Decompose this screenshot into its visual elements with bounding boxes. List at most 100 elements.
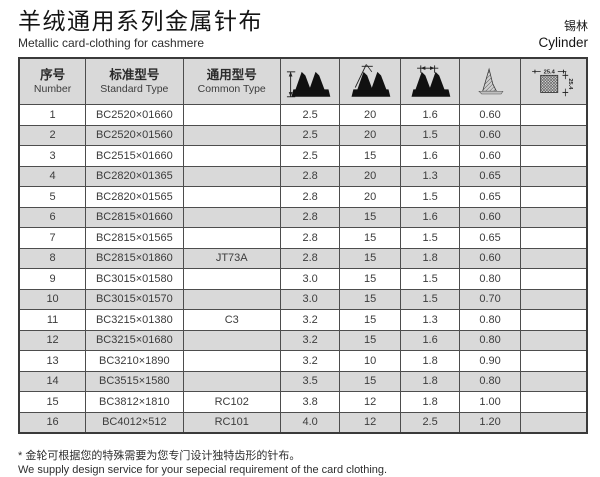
tooth-working-angle-icon bbox=[351, 63, 391, 97]
table-cell: 1.6 bbox=[399, 329, 461, 351]
table-cell: 0.60 bbox=[459, 145, 521, 167]
table-row: 4 BC2820×01365 2.8 20 1.3 0.65 bbox=[18, 165, 588, 187]
table-cell: BC2815×01660 bbox=[85, 206, 184, 228]
table-cell bbox=[519, 186, 588, 208]
table-cell: 11 bbox=[18, 309, 87, 331]
section-label-zh: 锡林 bbox=[563, 19, 588, 33]
table-cell: 15 bbox=[339, 247, 401, 269]
table-cell: 12 bbox=[18, 329, 87, 351]
table-cell: 2.8 bbox=[279, 186, 341, 208]
table-cell: 0.60 bbox=[459, 124, 521, 146]
table-cell: 10 bbox=[18, 288, 87, 310]
table-cell: 1 bbox=[18, 104, 87, 126]
table-cell: 0.60 bbox=[459, 104, 521, 126]
table-cell bbox=[519, 104, 588, 126]
table-cell: RC101 bbox=[182, 411, 281, 434]
table-cell: 1.5 bbox=[399, 288, 461, 310]
table-cell: 2.8 bbox=[279, 165, 341, 187]
table-cell bbox=[519, 206, 588, 228]
table-cell: 12 bbox=[339, 411, 401, 434]
table-cell: 0.80 bbox=[459, 370, 521, 392]
table-cell: 15 bbox=[339, 329, 401, 351]
table-cell: 0.65 bbox=[459, 186, 521, 208]
section-label-en: Cylinder bbox=[538, 35, 588, 50]
table-cell bbox=[182, 186, 281, 208]
table-cell: 15 bbox=[339, 206, 401, 228]
table-cell: 16 bbox=[18, 411, 87, 434]
table-cell: 12 bbox=[339, 391, 401, 413]
table-cell: BC2815×01860 bbox=[85, 247, 184, 269]
table-cell: 1.8 bbox=[399, 247, 461, 269]
table-cell: 15 bbox=[339, 309, 401, 331]
table-cell: RC102 bbox=[182, 391, 281, 413]
table-cell: 0.60 bbox=[459, 247, 521, 269]
table-cell bbox=[519, 124, 588, 146]
table-cell: 1.20 bbox=[459, 411, 521, 434]
table-row: 13 BC3210×1890 3.2 10 1.8 0.90 bbox=[18, 350, 588, 372]
table-cell: 1.3 bbox=[399, 165, 461, 187]
table-cell: 3.2 bbox=[279, 350, 341, 372]
table-cell: 14 bbox=[18, 370, 87, 392]
table-cell bbox=[519, 227, 588, 249]
table-cell: BC2520×01660 bbox=[85, 104, 184, 126]
table-cell: 4 bbox=[18, 165, 87, 187]
table-cell bbox=[519, 247, 588, 269]
table-cell: 3.2 bbox=[279, 329, 341, 351]
table-cell: 20 bbox=[339, 186, 401, 208]
density-dim-v: 25.4 bbox=[568, 78, 574, 90]
table-cell: 3.5 bbox=[279, 370, 341, 392]
table-row: 3 BC2515×01660 2.5 15 1.6 0.60 bbox=[18, 145, 588, 167]
table-cell bbox=[519, 268, 588, 290]
table-cell: BC3215×01680 bbox=[85, 329, 184, 351]
table-cell bbox=[519, 370, 588, 392]
table-cell bbox=[182, 268, 281, 290]
table-cell bbox=[519, 145, 588, 167]
table-cell: 15 bbox=[339, 370, 401, 392]
table-cell: 3.0 bbox=[279, 288, 341, 310]
col-header-number: 序号 Number bbox=[18, 57, 87, 105]
tooth-density-square-icon: 25.4 25.4 bbox=[532, 69, 574, 96]
table-cell: BC3015×01570 bbox=[85, 288, 184, 310]
table-cell: 1.5 bbox=[399, 227, 461, 249]
table-cell: 8 bbox=[18, 247, 87, 269]
tooth-pitch-icon bbox=[411, 64, 451, 97]
table-cell bbox=[519, 329, 588, 351]
table-cell: 1.6 bbox=[399, 104, 461, 126]
table-cell: 15 bbox=[339, 268, 401, 290]
table-cell: 7 bbox=[18, 227, 87, 249]
table-cell: BC2815×01565 bbox=[85, 227, 184, 249]
table-cell: 0.80 bbox=[459, 268, 521, 290]
footnote-en: We supply design service for your sepeci… bbox=[18, 464, 388, 476]
table-cell bbox=[519, 391, 588, 413]
footnote: * 金轮可根据您的特殊需要为您专门设计独特齿形的针布。 We supply de… bbox=[18, 449, 588, 477]
table-cell bbox=[182, 124, 281, 146]
table-cell: 9 bbox=[18, 268, 87, 290]
table-row: 1 BC2520×01660 2.5 20 1.6 0.60 bbox=[18, 104, 588, 126]
table-cell bbox=[519, 288, 588, 310]
table-cell: 1.5 bbox=[399, 186, 461, 208]
table-row: 9 BC3015×01580 3.0 15 1.5 0.80 bbox=[18, 268, 588, 290]
table-row: 8 BC2815×01860 JT73A 2.8 15 1.8 0.60 bbox=[18, 247, 588, 269]
title-block: 羊绒通用系列金属针布 Metallic card-clothing for ca… bbox=[18, 6, 263, 51]
table-row: 6 BC2815×01660 2.8 15 1.6 0.60 bbox=[18, 206, 588, 228]
page-subtitle: Metallic card-clothing for cashmere bbox=[18, 36, 205, 50]
table-cell: 15 bbox=[339, 288, 401, 310]
table-cell bbox=[519, 350, 588, 372]
table-cell: 13 bbox=[18, 350, 87, 372]
table-row: 12 BC3215×01680 3.2 15 1.6 0.80 bbox=[18, 329, 588, 351]
footnote-zh: * 金轮可根据您的特殊需要为您专门设计独特齿形的针布。 bbox=[18, 450, 301, 462]
table-cell: 0.65 bbox=[459, 165, 521, 187]
table-cell: 15 bbox=[339, 227, 401, 249]
table-cell: 0.80 bbox=[459, 329, 521, 351]
table-cell: 2 bbox=[18, 124, 87, 146]
table-cell: BC3215×01380 bbox=[85, 309, 184, 331]
table-cell: 5 bbox=[18, 186, 87, 208]
table-cell bbox=[182, 227, 281, 249]
table-cell bbox=[182, 350, 281, 372]
table-body: 1 BC2520×01660 2.5 20 1.6 0.60 2 BC2520×01560 2.… bbox=[18, 104, 588, 434]
table-cell: BC3515×1580 bbox=[85, 370, 184, 392]
table-cell: 1.8 bbox=[399, 391, 461, 413]
table-cell: 1.3 bbox=[399, 309, 461, 331]
table-cell bbox=[182, 206, 281, 228]
table-cell: 2.8 bbox=[279, 227, 341, 249]
